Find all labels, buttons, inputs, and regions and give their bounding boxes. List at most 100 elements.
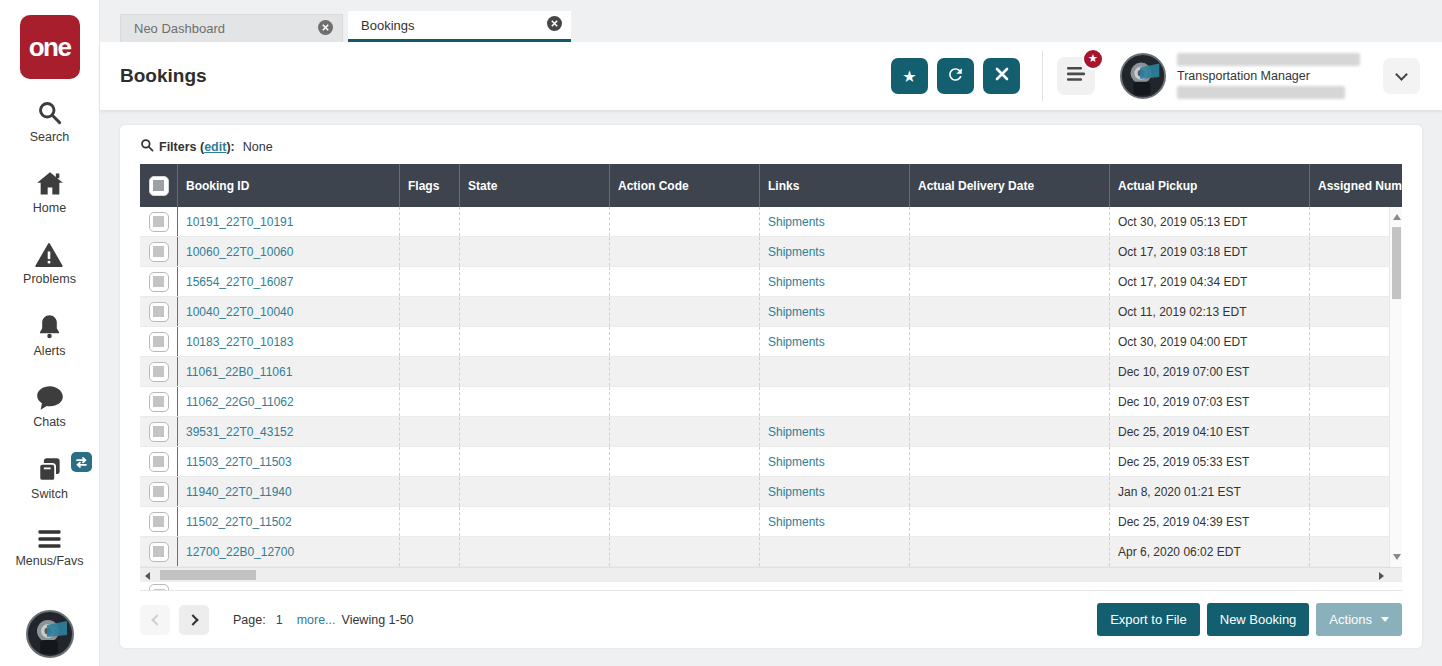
shipments-link[interactable]: Shipments [768,215,825,229]
column-header-links[interactable]: Links [760,164,910,207]
actual-delivery-date-cell [910,327,1110,356]
scroll-up-arrow-icon[interactable] [1393,214,1401,220]
shipments-link[interactable]: Shipments [768,515,825,529]
sidebar-item-problems[interactable]: Problems [23,242,76,286]
sidebar-item-chats[interactable]: Chats [33,385,66,429]
tab-neo-dashboard[interactable]: Neo Dashboard [120,14,343,42]
booking-id-link[interactable]: 15654_22T0_16087 [186,275,293,289]
row-checkbox[interactable] [140,237,178,266]
action-code-cell [610,387,760,416]
scroll-right-arrow-icon[interactable] [1379,572,1384,580]
column-header-state[interactable]: State [460,164,610,207]
column-header-actual-pickup[interactable]: Actual Pickup [1110,164,1310,207]
links-cell: Shipments [760,207,910,236]
row-checkbox[interactable] [140,207,178,236]
booking-id-link[interactable]: 11503_22T0_11503 [186,455,292,469]
booking-id-link[interactable]: 12700_22B0_12700 [186,545,294,559]
row-checkbox[interactable] [140,327,178,356]
column-header-booking-id[interactable]: Booking ID [178,164,400,207]
actual-pickup-cell: Oct 30, 2019 04:00 EDT [1110,327,1310,356]
scroll-down-arrow-icon[interactable] [1393,554,1401,560]
sidebar-item-menus-favs[interactable]: Menus/Favs [15,528,83,568]
sidebar-user-avatar[interactable] [26,610,74,658]
favorites-badge-star-icon: ★ [1082,48,1104,70]
row-checkbox[interactable] [140,537,178,566]
more-pages-link[interactable]: more... [297,613,336,627]
booking-id-link[interactable]: 10040_22T0_10040 [186,305,293,319]
next-page-button[interactable] [179,605,209,635]
booking-id-link[interactable]: 39531_22T0_43152 [186,425,293,439]
header-actions: ★ ★ Transportation Manager [882,51,1420,101]
row-checkbox[interactable] [140,447,178,476]
booking-id-link[interactable]: 11940_22T0_11940 [186,485,292,499]
filters-label-suffix: ): [226,140,234,154]
column-header-assigned-number[interactable]: Assigned Number [1310,164,1402,207]
favorite-button[interactable]: ★ [891,58,928,94]
user-avatar[interactable] [1120,53,1166,99]
shipments-link[interactable]: Shipments [768,455,825,469]
column-header-action-code[interactable]: Action Code [610,164,760,207]
switch-arrows-badge[interactable] [71,452,92,472]
scroll-left-arrow-icon[interactable] [145,572,150,580]
close-x-icon [995,67,1009,85]
row-checkbox[interactable] [140,477,178,506]
shipments-link[interactable]: Shipments [768,425,825,439]
row-checkbox[interactable] [140,417,178,446]
actual-pickup-cell: Dec 25, 2019 04:10 EST [1110,417,1310,446]
booking-id-link[interactable]: 11061_22B0_11061 [186,365,292,379]
actions-button[interactable]: Actions [1316,603,1402,636]
new-booking-button[interactable]: New Booking [1207,603,1310,636]
row-checkbox[interactable] [140,507,178,536]
pagination-info: Page: 1 more... Viewing 1-50 [233,613,414,627]
horizontal-scrollbar[interactable] [140,567,1402,582]
sidebar-item-alerts[interactable]: Alerts [34,313,66,358]
shipments-link[interactable]: Shipments [768,485,825,499]
actual-delivery-date-cell [910,237,1110,266]
booking-id-link[interactable]: 10060_22T0_10060 [186,245,293,259]
tab-label: Neo Dashboard [134,21,318,36]
row-checkbox[interactable] [140,267,178,296]
table-row: 11061_22B0_11061Dec 10, 2019 07:00 EST [140,357,1402,387]
action-code-cell [610,267,760,296]
row-checkbox[interactable] [140,297,178,326]
column-header-actual-delivery-date[interactable]: Actual Delivery Date [910,164,1110,207]
flags-cell [400,297,460,326]
table-row: 15654_22T0_16087ShipmentsOct 17, 2019 04… [140,267,1402,297]
sidebar-item-switch[interactable]: Switch [31,456,68,501]
select-all-checkbox[interactable] [140,164,178,207]
vertical-scrollbar[interactable] [1389,207,1402,567]
sidebar-item-home[interactable]: Home [33,171,66,215]
column-header-flags[interactable]: Flags [400,164,460,207]
tab-close-icon[interactable] [318,20,333,38]
action-code-cell [610,507,760,536]
close-page-button[interactable] [983,58,1020,94]
shipments-link[interactable]: Shipments [768,305,825,319]
export-to-file-button[interactable]: Export to File [1097,603,1200,636]
refresh-button[interactable] [937,58,974,94]
user-menu-button[interactable] [1383,58,1420,94]
filters-bar: Filters (edit): None [120,125,1422,164]
quick-menu-button[interactable]: ★ [1057,57,1095,95]
booking-id-link[interactable]: 11062_22G0_11062 [186,395,294,409]
previous-page-button[interactable] [140,605,170,635]
state-cell [460,267,610,296]
flags-cell [400,267,460,296]
action-code-cell [610,417,760,446]
row-checkbox[interactable] [140,357,178,386]
row-checkbox[interactable] [140,387,178,416]
page-number[interactable]: 1 [276,613,283,627]
one-logo[interactable]: one [20,15,80,79]
tab-close-icon[interactable] [547,16,562,34]
filters-edit-link[interactable]: edit [204,140,226,154]
sidebar-item-search[interactable]: Search [30,99,70,144]
shipments-link[interactable]: Shipments [768,335,825,349]
booking-id-link[interactable]: 11502_22T0_11502 [186,515,292,529]
booking-id-link[interactable]: 10191_22T0_10191 [186,215,293,229]
shipments-link[interactable]: Shipments [768,245,825,259]
vertical-scrollbar-thumb[interactable] [1392,227,1401,299]
tab-bookings[interactable]: Bookings [348,11,571,42]
row-checkbox[interactable] [149,584,169,591]
shipments-link[interactable]: Shipments [768,275,825,289]
booking-id-link[interactable]: 10183_22T0_10183 [186,335,293,349]
horizontal-scrollbar-thumb[interactable] [160,570,256,580]
